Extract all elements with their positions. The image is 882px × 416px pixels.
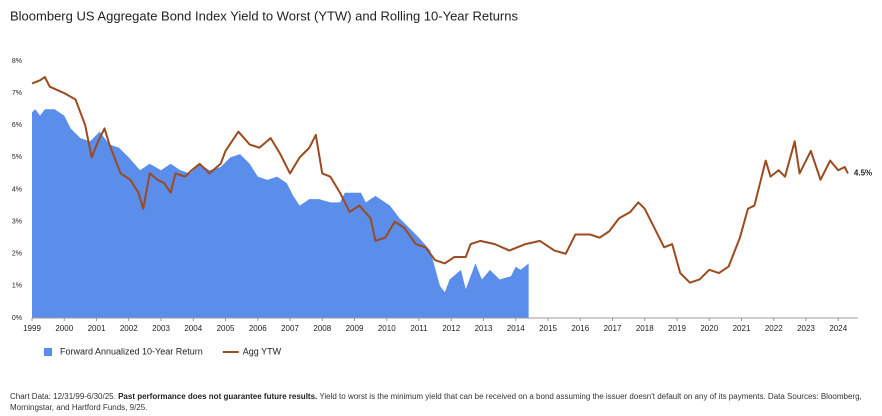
x-tick-label: 2017 xyxy=(604,324,622,333)
x-tick-label: 2008 xyxy=(313,324,331,333)
x-tick-label: 2015 xyxy=(539,324,557,333)
chart-title: Bloomberg US Aggregate Bond Index Yield … xyxy=(10,8,518,23)
y-tick-label: 3% xyxy=(12,218,22,225)
footnote-lead: Chart Data: 12/31/99-6/30/25. xyxy=(10,392,116,401)
x-tick-label: 2001 xyxy=(88,324,106,333)
line xyxy=(31,76,849,284)
area xyxy=(32,109,529,318)
y-tick-label: 0% xyxy=(12,315,22,322)
legend-swatch xyxy=(44,348,52,356)
value-label: 4.5% xyxy=(854,169,872,178)
y-tick-label: 2% xyxy=(12,251,22,258)
x-tick-label: 2024 xyxy=(829,324,847,333)
legend-label: Forward Annualized 10-Year Return xyxy=(60,346,203,356)
x-tick-label: 2021 xyxy=(733,324,751,333)
x-tick-label: 2018 xyxy=(636,324,654,333)
x-tick-label: 2016 xyxy=(571,324,589,333)
x-tick-label: 2014 xyxy=(507,324,525,333)
x-tick-label: 2005 xyxy=(217,324,235,333)
x-tick-label: 2000 xyxy=(55,324,73,333)
x-tick-label: 2022 xyxy=(765,324,783,333)
y-tick-label: 8% xyxy=(12,58,22,65)
y-tick-label: 5% xyxy=(12,154,22,161)
legend-label: Agg YTW xyxy=(243,346,282,356)
x-tick-label: 2009 xyxy=(346,324,364,333)
x-tick-label: 2012 xyxy=(442,324,460,333)
x-tick-label: 2004 xyxy=(184,324,202,333)
x-tick-label: 2002 xyxy=(120,324,138,333)
footnote-bold: Past performance does not guarantee futu… xyxy=(118,392,318,401)
footnote: Chart Data: 12/31/99-6/30/25. Past perfo… xyxy=(10,391,870,413)
y-tick-label: 4% xyxy=(12,186,22,193)
x-tick-label: 2019 xyxy=(668,324,686,333)
footnote-rest: Yield to worst is the minimum yield that… xyxy=(10,392,862,412)
x-tick-label: 2010 xyxy=(378,324,396,333)
x-tick-label: 2006 xyxy=(249,324,267,333)
y-tick-label: 6% xyxy=(12,122,22,129)
x-tick-label: 2023 xyxy=(797,324,815,333)
x-tick-label: 2020 xyxy=(700,324,718,333)
y-tick-label: 1% xyxy=(12,283,22,290)
chart: Bloomberg US Aggregate Bond Index Yield … xyxy=(10,8,872,356)
y-tick-label: 7% xyxy=(12,90,22,97)
x-tick-label: 2003 xyxy=(152,324,170,333)
x-tick-label: 2011 xyxy=(410,324,428,333)
x-tick-label: 2013 xyxy=(475,324,493,333)
x-tick-label: 2007 xyxy=(281,324,299,333)
x-tick-label: 1999 xyxy=(23,324,41,333)
